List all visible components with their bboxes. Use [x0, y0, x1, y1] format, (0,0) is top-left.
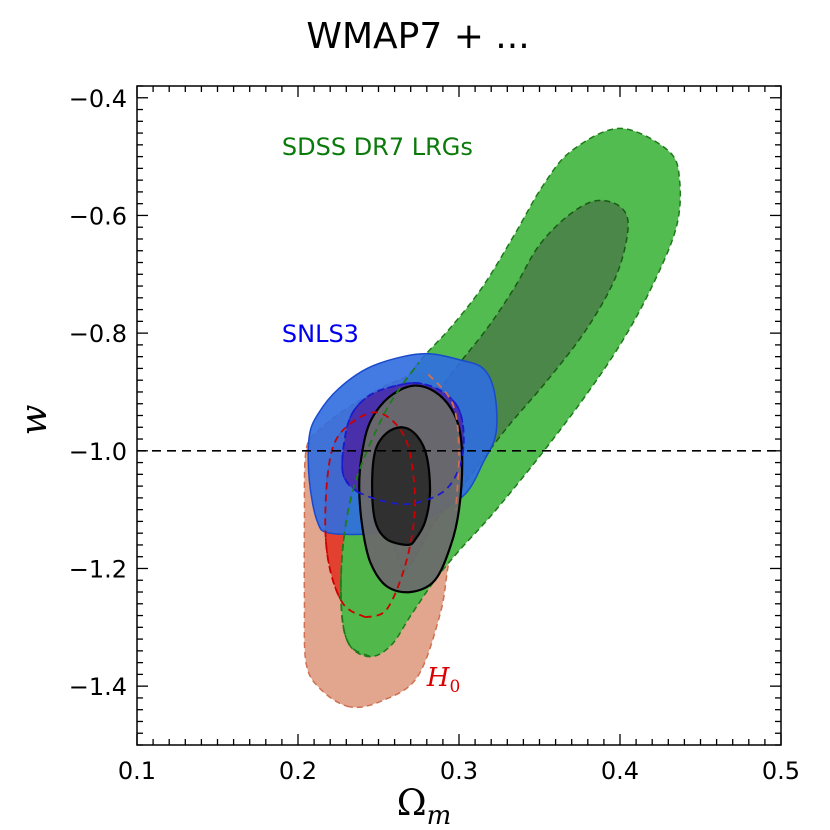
snls-label: SNLS3 — [282, 320, 359, 348]
overlay-line-3 — [427, 373, 460, 510]
series-annotations: SDSS DR7 LRGs SNLS3 H0 — [282, 133, 473, 697]
overlay-line-1 — [341, 381, 465, 506]
axis-ticks — [136, 85, 782, 746]
x-tick-label: 0.5 — [762, 757, 800, 785]
axis-tick-labels: 0.1 0.2 0.3 0.4 0.5 −1.4 −1.2 −1.0 −0.8 −0.6 −0.4 — [69, 85, 800, 785]
x-tick-label: 0.3 — [440, 757, 478, 785]
y-axis-label: w — [14, 404, 55, 435]
x-tick-label: 0.1 — [118, 757, 156, 785]
chart-title: WMAP7 + ... — [306, 16, 529, 57]
x-axis-label-sub: m — [427, 801, 452, 830]
y-tick-label: −0.6 — [69, 202, 127, 230]
x-axis-label: Ωm — [397, 783, 452, 830]
y-tick-label: −1.4 — [69, 673, 127, 701]
contour-overlay-lines — [324, 361, 465, 658]
lrg-label: SDSS DR7 LRGs — [282, 133, 473, 161]
y-tick-label: −0.8 — [69, 320, 127, 348]
overlay-line-2 — [339, 361, 420, 658]
y-tick-label: −1.2 — [69, 555, 127, 583]
x-axis-label-main: Ω — [397, 783, 427, 824]
x-tick-label: 0.4 — [601, 757, 639, 785]
y-tick-label: −1.0 — [69, 438, 127, 466]
y-tick-label: −0.4 — [69, 85, 127, 113]
combined-inner-contour — [370, 426, 432, 547]
h0-label: H0 — [426, 663, 461, 697]
x-tick-label: 0.2 — [279, 757, 317, 785]
